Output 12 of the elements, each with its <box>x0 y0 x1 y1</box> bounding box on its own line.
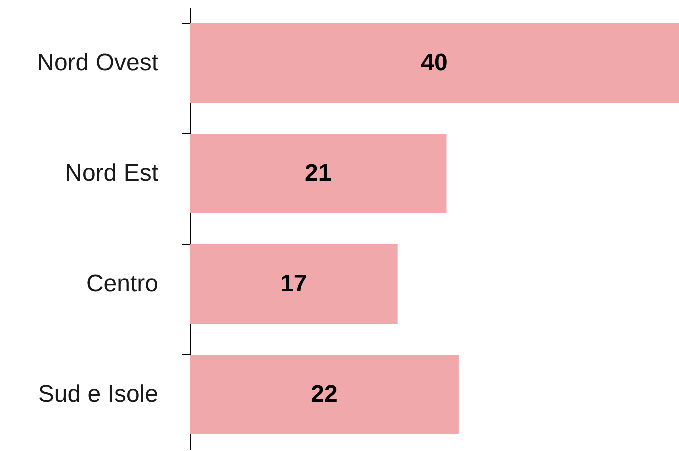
bar <box>190 354 459 435</box>
y-tick-label: Nord Est <box>65 160 159 187</box>
data-label: 40 <box>421 49 448 76</box>
y-tick-label: Sud e Isole <box>38 380 158 408</box>
bar <box>190 23 679 104</box>
bar <box>190 134 447 214</box>
y-tick-label: Nord Ovest <box>37 49 159 76</box>
data-label: 21 <box>305 160 332 187</box>
data-label: 22 <box>311 380 338 408</box>
y-tick-label: Centro <box>86 270 158 298</box>
data-label: 17 <box>280 270 308 298</box>
bar <box>190 244 398 324</box>
